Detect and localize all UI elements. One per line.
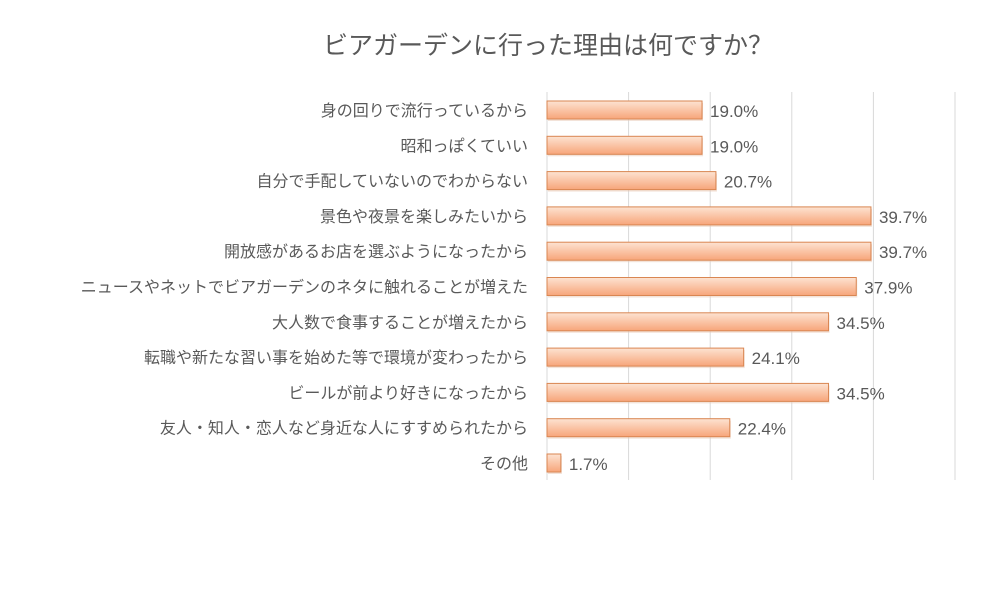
data-label: 19.0% (710, 137, 758, 156)
data-label: 37.9% (864, 279, 912, 298)
category-label: 開放感があるお店を選ぶようになったから (224, 242, 528, 261)
bar (546, 206, 872, 226)
bar (546, 312, 830, 332)
bar (546, 100, 703, 120)
data-label: 24.1% (752, 349, 800, 368)
category-label: 景色や夜景を楽しみたいから (320, 207, 528, 226)
data-label: 39.7% (879, 208, 927, 227)
bar (546, 241, 872, 261)
bar (546, 453, 562, 473)
category-label: ニュースやネットでビアガーデンのネタに触れることが増えた (81, 278, 528, 297)
category-label: ビールが前より好きになったから (288, 383, 528, 402)
data-label: 20.7% (724, 173, 772, 192)
category-label: 自分で手配していないのでわからない (256, 172, 528, 191)
data-label: 34.5% (837, 314, 885, 333)
category-label: 友人・知人・恋人など身近な人にすすめられたから (160, 419, 528, 438)
category-label: その他 (480, 454, 528, 473)
bar (546, 277, 857, 296)
category-label: 大人数で食事することが増えたから (272, 313, 528, 332)
bar (546, 347, 745, 367)
data-label: 34.5% (837, 384, 885, 403)
category-label: 昭和っぽくていい (400, 136, 528, 155)
bar (546, 418, 731, 438)
category-label: 転職や新たな習い事を始めた等で環境が変わったから (144, 348, 528, 367)
category-label: 身の回りで流行っているから (321, 101, 528, 120)
data-label: 39.7% (879, 243, 927, 262)
bar (546, 171, 717, 191)
data-label: 19.0% (710, 102, 758, 121)
data-label: 1.7% (569, 455, 608, 474)
bar (546, 382, 830, 402)
data-label: 22.4% (738, 420, 786, 439)
chart-title: ビアガーデンに行った理由は何ですか？ (322, 31, 773, 60)
bar (546, 135, 703, 155)
